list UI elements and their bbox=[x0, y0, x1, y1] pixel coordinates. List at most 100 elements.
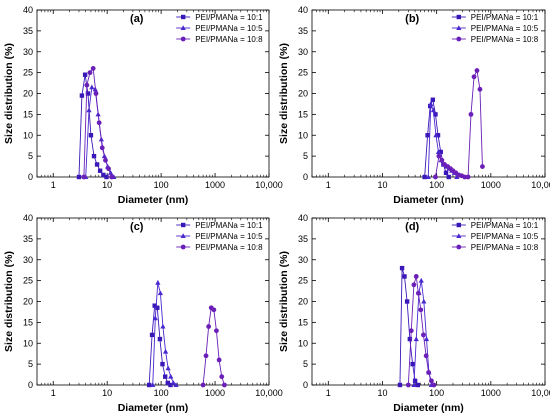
x-tick-label: 1 bbox=[326, 388, 331, 398]
x-tick-label: 10,000 bbox=[531, 388, 550, 398]
series-triangle bbox=[425, 101, 460, 179]
data-point-square bbox=[456, 222, 461, 228]
data-point-triangle bbox=[157, 290, 164, 296]
y-tick-label: 30 bbox=[298, 255, 308, 265]
data-point-triangle bbox=[425, 174, 431, 179]
data-point-triangle bbox=[180, 25, 186, 30]
y-tick-label: 15 bbox=[298, 109, 308, 119]
data-point-triangle bbox=[155, 279, 161, 285]
data-point-square bbox=[456, 14, 461, 20]
data-point-square bbox=[446, 174, 451, 180]
legend-label: PEI/PMANa = 10:8 bbox=[195, 243, 263, 252]
data-point-circle bbox=[214, 328, 219, 334]
y-tick-label: 15 bbox=[298, 317, 308, 327]
data-point-triangle bbox=[413, 336, 419, 342]
data-point-square bbox=[155, 305, 160, 310]
series-line bbox=[83, 67, 113, 178]
data-point-circle bbox=[211, 307, 217, 313]
data-point-square bbox=[88, 133, 94, 138]
legend-label: PEI/PMANa = 10:1 bbox=[471, 221, 539, 230]
legend-label: PEI/PMANa = 10:1 bbox=[195, 13, 263, 22]
data-point-circle bbox=[418, 307, 424, 313]
series-circle bbox=[200, 305, 227, 388]
x-tick-label: 1 bbox=[326, 180, 331, 190]
data-point-square bbox=[433, 112, 438, 117]
data-point-circle bbox=[405, 382, 411, 388]
x-axis-title: Diameter (nm) bbox=[118, 194, 189, 206]
data-point-circle bbox=[103, 157, 108, 163]
y-tick-label: 25 bbox=[298, 68, 308, 78]
y-tick-label: 0 bbox=[303, 172, 308, 182]
data-point-square bbox=[168, 382, 173, 388]
y-tick-label: 35 bbox=[23, 26, 33, 36]
series-line bbox=[85, 86, 115, 178]
data-point-circle bbox=[90, 66, 96, 71]
data-point-circle bbox=[456, 244, 462, 250]
y-tick-label: 30 bbox=[298, 47, 308, 57]
y-tick-label: 0 bbox=[28, 380, 33, 390]
x-tick-label: 100 bbox=[429, 388, 444, 398]
chart-panel: 1 10 100 1000 10,000 0 5 10 15 20 25 30 35 40 Diameter… bbox=[278, 213, 550, 414]
data-point-triangle bbox=[162, 348, 169, 354]
data-point-triangle bbox=[456, 25, 462, 30]
legend-entry: PEI/PMANa = 10:8 bbox=[176, 35, 263, 44]
data-point-circle bbox=[180, 244, 186, 250]
y-tick-label: 10 bbox=[298, 130, 308, 140]
y-tick-label: 35 bbox=[298, 26, 308, 36]
series-circle bbox=[433, 68, 485, 180]
legend-entry: PEI/PMANa = 10:1 bbox=[451, 221, 539, 230]
y-axis-title: Size distribution (%) bbox=[3, 251, 15, 352]
legend-label: PEI/PMANa = 10:1 bbox=[195, 221, 263, 230]
data-point-square bbox=[430, 97, 436, 102]
data-point-circle bbox=[462, 174, 468, 180]
data-point-square bbox=[165, 380, 170, 386]
y-tick-label: 20 bbox=[298, 89, 308, 99]
data-point-triangle bbox=[152, 315, 158, 321]
x-axis-title: Diameter (nm) bbox=[118, 402, 189, 414]
legend-entry: PEI/PMANa = 10:5 bbox=[176, 24, 263, 33]
x-tick-label: 1000 bbox=[205, 180, 225, 190]
data-point-triangle bbox=[423, 336, 430, 342]
panel-label: (b) bbox=[405, 13, 419, 25]
legend-entry: PEI/PMANa = 10:5 bbox=[451, 232, 539, 241]
data-point-triangle bbox=[165, 365, 171, 371]
legend-label: PEI/PMANa = 10:8 bbox=[195, 35, 263, 44]
data-point-triangle bbox=[89, 84, 95, 90]
data-point-triangle bbox=[418, 277, 424, 283]
x-tick-label: 1000 bbox=[481, 388, 501, 398]
x-tick-label: 100 bbox=[154, 180, 169, 190]
x-tick-label: 1 bbox=[51, 180, 56, 190]
y-tick-label: 40 bbox=[23, 5, 33, 15]
data-point-square bbox=[146, 382, 152, 388]
y-tick-label: 15 bbox=[23, 317, 33, 327]
y-tick-label: 20 bbox=[23, 297, 33, 307]
data-point-square bbox=[152, 303, 157, 308]
legend-entry: PEI/PMANa = 10:1 bbox=[176, 13, 263, 22]
data-point-triangle bbox=[150, 382, 156, 387]
data-point-square bbox=[410, 361, 415, 367]
data-point-square bbox=[412, 378, 418, 384]
data-point-triangle bbox=[421, 298, 427, 304]
y-tick-label: 5 bbox=[28, 359, 33, 369]
data-point-triangle bbox=[170, 380, 177, 385]
data-point-triangle bbox=[456, 233, 462, 238]
y-tick-label: 10 bbox=[23, 338, 33, 348]
data-point-circle bbox=[456, 36, 462, 42]
data-point-circle bbox=[206, 324, 212, 329]
data-point-triangle bbox=[180, 233, 186, 238]
data-point-circle bbox=[433, 174, 438, 180]
data-point-triangle bbox=[160, 323, 166, 329]
legend-entry: PEI/PMANa = 10:1 bbox=[176, 221, 263, 230]
data-point-triangle bbox=[433, 132, 439, 138]
series-line bbox=[148, 304, 171, 386]
data-point-triangle bbox=[86, 107, 92, 113]
data-point-circle bbox=[216, 357, 222, 363]
y-tick-label: 30 bbox=[23, 47, 33, 57]
legend-entry: PEI/PMANa = 10:1 bbox=[451, 13, 539, 22]
data-point-circle bbox=[436, 153, 442, 159]
data-point-square bbox=[76, 174, 82, 180]
data-point-circle bbox=[219, 374, 225, 380]
data-point-square bbox=[425, 133, 430, 138]
data-point-square bbox=[157, 336, 163, 342]
